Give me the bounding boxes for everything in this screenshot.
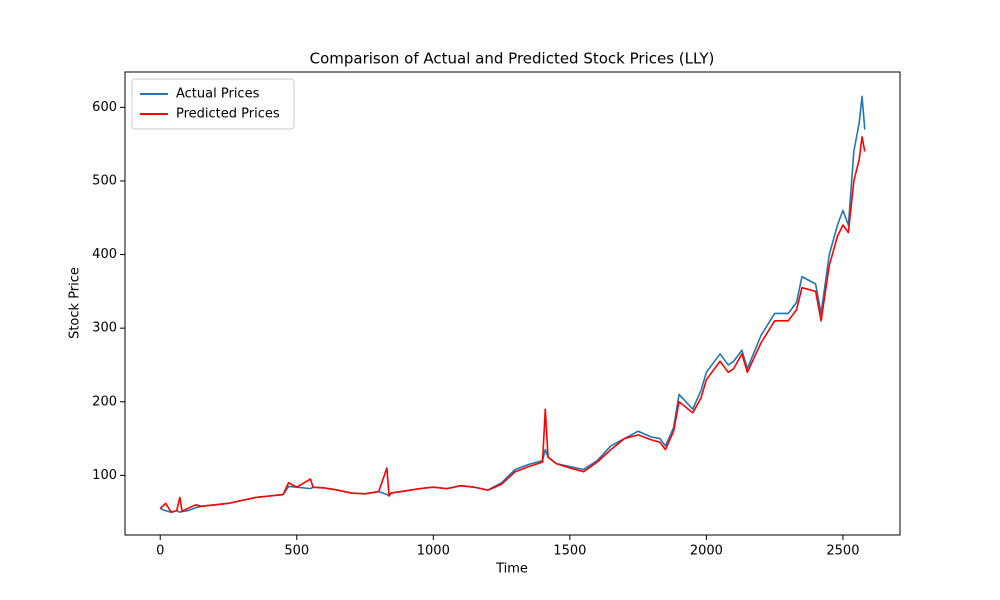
x-axis-label: Time — [495, 562, 528, 577]
y-axis-label: Stock Price — [68, 267, 83, 339]
y-tick-label: 500 — [92, 173, 117, 188]
x-tick-label: 2000 — [690, 544, 723, 559]
legend-box — [131, 78, 295, 130]
chart-title: Comparison of Actual and Predicted Stock… — [310, 50, 715, 68]
x-tick-label: 1500 — [553, 544, 586, 559]
y-tick-label: 200 — [92, 394, 117, 409]
series-line — [159, 135, 866, 513]
x-tick-label: 1000 — [417, 544, 450, 559]
legend-label: Predicted Prices — [176, 107, 280, 122]
x-tick-label: 2500 — [826, 544, 859, 559]
x-tick-label: 500 — [284, 544, 309, 559]
y-tick-label: 300 — [92, 321, 117, 336]
y-tick-label: 400 — [92, 247, 117, 262]
y-tick-label: 600 — [92, 100, 117, 115]
legend-label: Actual Prices — [176, 87, 260, 102]
x-tick-label: 0 — [156, 544, 164, 559]
y-tick-label: 100 — [92, 468, 117, 483]
plot-frame — [124, 71, 901, 536]
